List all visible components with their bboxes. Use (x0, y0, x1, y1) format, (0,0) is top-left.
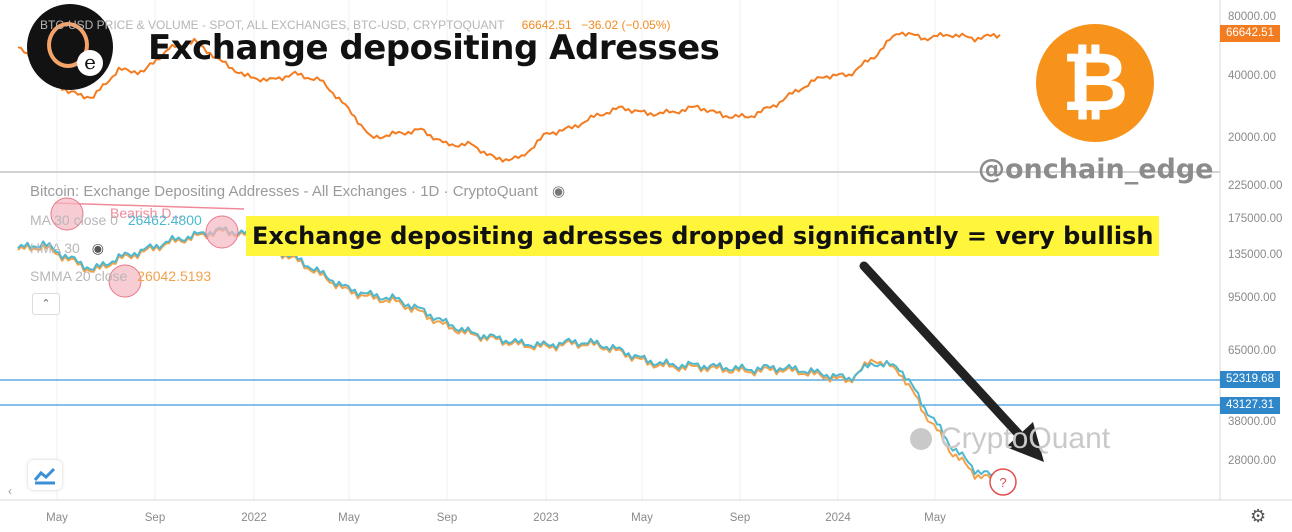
pivot-circle-2 (108, 264, 142, 298)
x-tick-2: 2022 (241, 512, 267, 524)
x-tick-3: May (338, 512, 360, 524)
legend-smma-value: 26042.5193 (137, 268, 212, 284)
x-tick-7: Sep (729, 512, 751, 524)
x-tick-8: 2024 (825, 512, 851, 524)
scroll-left-icon[interactable]: ‹ (8, 484, 12, 498)
last-change: −36.02 (−0.05%) (581, 18, 671, 32)
legend-hma[interactable]: HMA 30 ◉ (30, 240, 104, 257)
smma-line (17, 227, 1001, 486)
cryptoquant-logo-icon (910, 428, 932, 450)
callout-banner: Exchange depositing adresses dropped sig… (246, 216, 1160, 256)
annotation-label: Bearish D... (110, 205, 183, 221)
chart-logo-icon (33, 467, 56, 485)
legend-ma-value: 26462.4800 (127, 212, 202, 228)
collapse-legend-button[interactable]: ⌃ (32, 293, 60, 315)
price-series (17, 31, 1001, 163)
deposit-series (17, 226, 1001, 486)
last-value: 66642.51 (521, 18, 572, 32)
top-panel-header: BTC-USD PRICE & VOLUME - SPOT, ALL EXCHA… (40, 18, 670, 32)
legend-ma[interactable]: MA 30 close 0 26462.4800 (30, 212, 202, 228)
avatar: e (27, 4, 113, 90)
y-tick-bottom-2: 135000.00 (1228, 249, 1283, 261)
y-tick-bottom-4: 65000.00 (1228, 345, 1276, 357)
question-circle (989, 468, 1017, 496)
bottom-panel-header: Bitcoin: Exchange Depositing Addresses -… (30, 182, 565, 200)
price-badge: 66642.51 (1220, 25, 1280, 42)
author-handle: @onchain_edge (978, 154, 1214, 185)
legend-smma-label: SMMA 20 close (30, 268, 128, 284)
arrow-shaft (859, 261, 1029, 445)
avatar-ring (47, 22, 89, 68)
cryptoquant-watermark: CryptoQuant (910, 422, 1110, 456)
legend-smma[interactable]: SMMA 20 close 26042.5193 (30, 268, 211, 284)
question-mark: ? (999, 475, 1006, 490)
annotations: ? Bearish D... (50, 197, 1044, 496)
legend-ma-label: MA 30 close 0 (30, 212, 118, 228)
pivot-circle-1 (50, 197, 84, 231)
x-tick-9: May (924, 512, 946, 524)
hma-line (17, 226, 1001, 483)
x-tick-4: Sep (436, 512, 458, 524)
tradingview-logo-button[interactable] (28, 460, 62, 490)
bottom-panel-header-text: Bitcoin: Exchange Depositing Addresses -… (30, 183, 538, 200)
x-tick-5: 2023 (533, 512, 559, 524)
y-tick-bottom-5: 38000.00 (1228, 416, 1276, 428)
level-badge-1: 52319.68 (1220, 371, 1280, 388)
level-badge-2: 43127.31 (1220, 397, 1280, 414)
watermark-text: CryptoQuant (940, 422, 1111, 455)
y-tick-top-0: 80000.00 (1228, 11, 1276, 23)
gear-icon[interactable]: ⚙ (1250, 506, 1267, 526)
x-tick-0: May (46, 512, 68, 524)
legend-hma-label: HMA 30 (30, 240, 80, 256)
y-tick-top-2: 20000.00 (1228, 132, 1276, 144)
eye-off-icon[interactable]: ◉ (551, 183, 566, 200)
x-tick-6: May (631, 512, 653, 524)
price-line (17, 31, 1001, 163)
y-tick-top-1: 40000.00 (1228, 70, 1276, 82)
annotation-trendline (54, 202, 245, 210)
y-tick-bottom-1: 175000.00 (1228, 213, 1283, 225)
top-panel-header-text: BTC-USD PRICE & VOLUME - SPOT, ALL EXCHA… (40, 18, 505, 32)
x-tick-1: Sep (144, 512, 166, 524)
avatar-letter: e (77, 50, 103, 76)
y-tick-bottom-3: 95000.00 (1228, 292, 1276, 304)
horizontal-levels (0, 379, 1220, 406)
pivot-circle-3 (205, 215, 239, 249)
bitcoin-icon: ₿ (1036, 24, 1154, 142)
y-tick-bottom-6: 28000.00 (1228, 455, 1276, 467)
eye-off-icon[interactable]: ◉ (91, 240, 104, 256)
y-tick-bottom-0: 225000.00 (1228, 180, 1283, 192)
page-title: Exchange depositing Adresses (148, 28, 720, 68)
arrow-head (1006, 422, 1044, 462)
